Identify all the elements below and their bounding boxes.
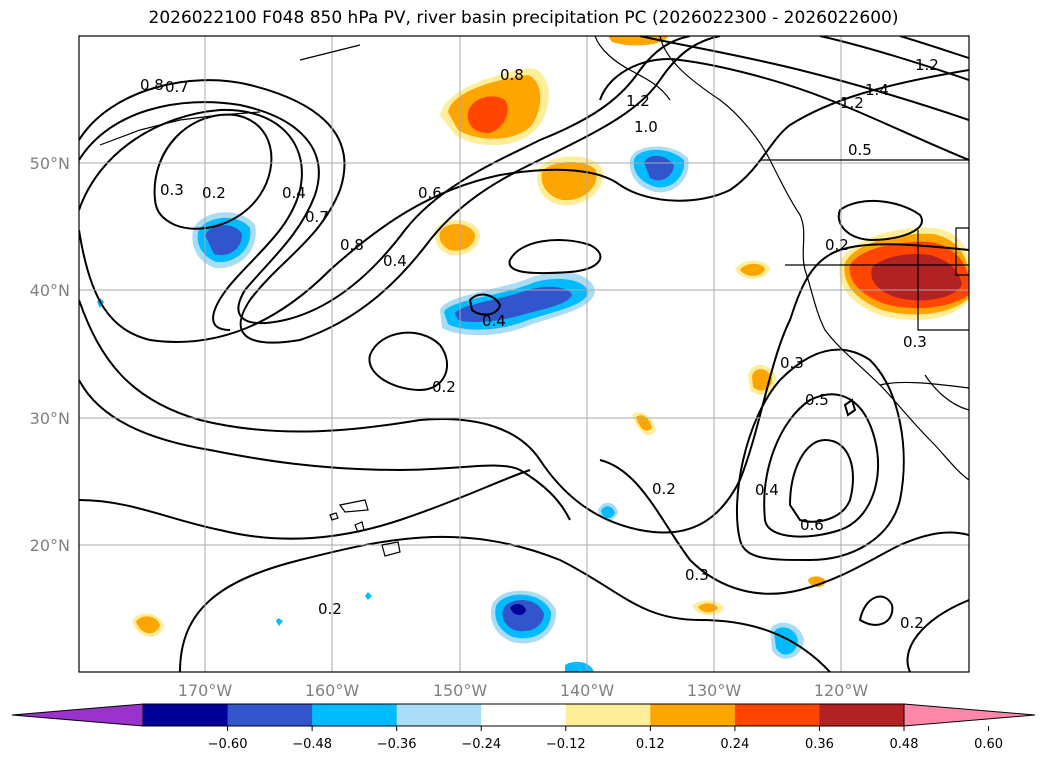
contour-label: 0.7	[165, 78, 189, 96]
contour-label: 0.8	[500, 66, 524, 84]
coastlines	[99, 36, 969, 557]
contour-label: 1.2	[626, 92, 650, 110]
contour-label: 0.2	[432, 378, 456, 396]
lon-tick-label: 140°W	[560, 681, 615, 700]
lon-tick-label: 150°W	[433, 681, 488, 700]
contour-label: 0.3	[903, 333, 927, 351]
contour-label: 0.3	[685, 566, 709, 584]
colorbar-outline	[142, 703, 905, 727]
colorbar-tick-label: 0.24	[720, 737, 749, 752]
contour-label: 0.2	[318, 600, 342, 618]
graticule	[79, 36, 969, 672]
colorbar-tick-label: −0.48	[292, 737, 332, 752]
contour-label: 0.7	[305, 208, 329, 226]
contour-label: 0.8	[340, 236, 364, 254]
contour-label: 0.2	[900, 614, 924, 632]
lon-tick-labels: 170°W 160°W 150°W 140°W 130°W 120°W	[178, 681, 869, 700]
contour-label: 0.4	[482, 312, 506, 330]
contour-label: 0.2	[825, 236, 849, 254]
contour-label: 1.2	[915, 56, 939, 74]
colorbar-segment	[396, 704, 482, 726]
colorbar-tick-label: 0.36	[805, 737, 834, 752]
colorbar-tick-label: 0.12	[636, 737, 665, 752]
contour-labels: 0.8 0.7 0.2 0.3 0.4 0.7 0.6 0.8 0.4 0.4 …	[140, 56, 939, 632]
contour-label: 1.4	[865, 81, 889, 99]
lat-tick-label: 50°N	[30, 154, 70, 173]
contour-label: 1.2	[840, 94, 864, 112]
colorbar-extend-max	[903, 703, 1036, 727]
colorbar-segment	[227, 704, 313, 726]
contour-label: 0.3	[780, 354, 804, 372]
contour-label: 0.8	[140, 76, 164, 94]
contour-label: 0.6	[800, 516, 824, 534]
contour-label: 1.0	[634, 118, 658, 136]
lat-tick-labels: 50°N 40°N 30°N 20°N	[30, 154, 70, 555]
map-title: 2026022100 F048 850 hPa PV, river basin …	[148, 8, 899, 28]
colorbar-tick-label: −0.60	[208, 737, 248, 752]
lon-tick-label: 160°W	[305, 681, 360, 700]
colorbar-tick-label: −0.36	[377, 737, 417, 752]
colorbar-segment	[734, 704, 820, 726]
lat-tick-label: 40°N	[30, 281, 70, 300]
colorbar-segment	[312, 704, 398, 726]
colorbar-segment	[819, 704, 905, 726]
lat-tick-label: 20°N	[30, 536, 70, 555]
contour-label: 0.6	[418, 184, 442, 202]
contour-label: 0.4	[282, 184, 306, 202]
contour-label: 0.4	[383, 252, 407, 270]
colorbar	[11, 703, 1036, 727]
lat-tick-label: 30°N	[30, 409, 70, 428]
contour-label: 0.5	[805, 391, 829, 409]
colorbar-extend-min	[11, 703, 144, 727]
pv-contours	[79, 36, 969, 672]
colorbar-tick-label: −0.12	[546, 737, 586, 752]
plot-area	[79, 36, 969, 672]
lon-tick-label: 130°W	[687, 681, 742, 700]
colorbar-tick-label: 0.60	[974, 737, 1003, 752]
colorbar-tick-label: −0.24	[461, 737, 501, 752]
contour-label: 0.5	[848, 141, 872, 159]
colorbar-segment	[650, 704, 736, 726]
lon-tick-label: 120°W	[814, 681, 869, 700]
lon-tick-label: 170°W	[178, 681, 233, 700]
colorbar-segment	[481, 704, 567, 726]
colorbar-tick-label: 0.48	[890, 737, 919, 752]
plot-frame	[78, 35, 970, 673]
colorbar-segment	[143, 704, 229, 726]
colorbar-segment	[565, 704, 651, 726]
contour-label: 0.4	[755, 481, 779, 499]
contour-label: 0.2	[652, 480, 676, 498]
colorbar-tick-labels: −0.60 −0.48 −0.36 −0.24 −0.12 0.12 0.24 0.36 0.4…	[208, 726, 1003, 752]
contour-label: 0.2	[202, 184, 226, 202]
contour-label: 0.3	[160, 181, 184, 199]
